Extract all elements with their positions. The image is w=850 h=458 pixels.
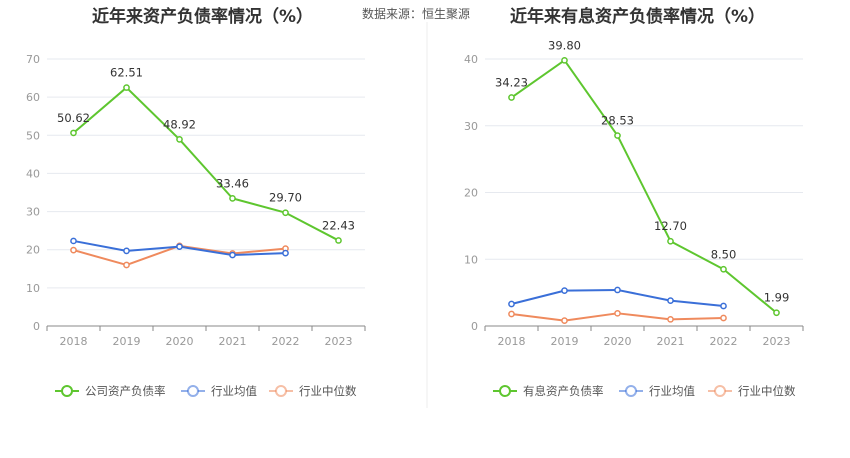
- left-y-tick-label: 30: [26, 206, 40, 219]
- right-data-point: [561, 317, 568, 325]
- right-data-point: [614, 132, 621, 139]
- right-series-line: [510, 59, 778, 314]
- left-x-tick-label: 2020: [166, 335, 194, 348]
- left-data-label: 22.43: [322, 218, 355, 232]
- left-data-point: [70, 246, 77, 254]
- right-data-label: 8.50: [711, 247, 737, 261]
- left-data-label: 33.46: [216, 176, 249, 190]
- left-x-tick-label: 2023: [325, 335, 353, 348]
- left-data-label: 48.92: [163, 117, 196, 131]
- right-legend-marker: [625, 385, 637, 397]
- right-chart: 0 10 20 30 40 2018 2019 2020 2021 2022 2023 34.23 39…: [464, 38, 804, 398]
- left-legend-marker: [61, 385, 73, 397]
- right-data-point: [508, 310, 515, 318]
- right-x-tick-label: 2018: [498, 335, 526, 348]
- right-data-point: [614, 309, 621, 317]
- right-data-point: [720, 314, 727, 322]
- left-chart: 0 10 20 30 40 50 60 70 2018 2019 2020 2021 2022 2023 5…: [26, 53, 366, 398]
- left-y-tick-label: 20: [26, 244, 40, 257]
- right-chart-title: 近年来有息资产负债率情况（%）: [510, 7, 766, 27]
- left-y-tick-label: 40: [26, 167, 40, 180]
- left-data-point: [123, 261, 130, 269]
- right-legend-item: 有息资产负债率: [493, 384, 604, 398]
- right-series-1: [508, 286, 727, 310]
- left-chart-title: 近年来资产负债率情况（%）: [92, 7, 314, 27]
- left-data-label: 62.51: [110, 66, 143, 80]
- right-data-point: [614, 286, 621, 294]
- right-legend-marker: [499, 385, 511, 397]
- right-data-point: [667, 297, 674, 304]
- right-data-point: [667, 315, 674, 323]
- right-data-point: [508, 94, 515, 101]
- right-legend-label: 行业均值: [649, 384, 695, 398]
- left-data-point: [123, 84, 130, 91]
- right-series-2: [508, 309, 727, 325]
- right-data-point: [720, 265, 727, 273]
- left-x-tick-label: 2019: [113, 335, 141, 348]
- right-x-tick-label: 2021: [657, 335, 685, 348]
- left-legend-label: 行业均值: [211, 384, 257, 398]
- right-legend-marker: [714, 385, 726, 397]
- right-y-tick-label: 20: [464, 187, 478, 200]
- left-y-tick-label: 70: [26, 53, 40, 66]
- left-legend-marker: [187, 385, 199, 397]
- right-legend-label: 行业中位数: [738, 384, 796, 398]
- right-data-label: 12.70: [654, 219, 687, 233]
- right-x-tick-label: 2020: [604, 335, 632, 348]
- left-data-label: 50.62: [57, 111, 90, 125]
- right-data-point: [561, 287, 568, 294]
- right-data-label: 1.99: [764, 291, 790, 305]
- right-data-point: [720, 302, 727, 310]
- right-x-tick-label: 2023: [763, 335, 791, 348]
- left-data-point: [229, 251, 236, 259]
- right-data-label: 39.80: [548, 38, 581, 52]
- left-legend-label: 行业中位数: [299, 384, 357, 398]
- left-y-tick-label: 10: [26, 282, 40, 295]
- right-data-point: [773, 309, 780, 317]
- left-data-label: 29.70: [269, 191, 302, 205]
- right-data-point: [667, 237, 674, 245]
- left-data-point: [229, 195, 236, 202]
- left-data-point: [282, 209, 289, 217]
- right-data-label: 28.53: [601, 114, 634, 128]
- data-source-label: 数据来源：恒生聚源: [362, 7, 471, 21]
- left-x-tick-label: 2022: [272, 335, 300, 348]
- right-data-point: [561, 56, 568, 64]
- left-data-point: [70, 129, 77, 137]
- left-legend-item: 公司资产负债率: [55, 384, 166, 398]
- left-series-line: [72, 86, 339, 242]
- right-y-tick-label: 30: [464, 120, 478, 133]
- right-legend-item: 行业中位数: [708, 384, 796, 398]
- left-legend-item: 行业均值: [181, 384, 257, 398]
- left-x-tick-label: 2021: [219, 335, 247, 348]
- left-legend-item: 行业中位数: [269, 384, 357, 398]
- right-series-0: 34.23 39.80 28.53 12.70 8.50 1.99: [495, 38, 790, 317]
- left-data-point: [176, 243, 183, 251]
- right-x-tick-label: 2019: [551, 335, 579, 348]
- left-data-point: [335, 237, 342, 244]
- left-x-tick-label: 2018: [60, 335, 88, 348]
- left-data-point: [70, 237, 77, 245]
- left-data-point: [282, 249, 289, 257]
- left-data-point: [123, 247, 130, 255]
- right-y-tick-label: 10: [464, 253, 478, 266]
- left-series-0: 50.62 62.51 48.92 33.46 29.70 22.43: [57, 66, 355, 244]
- left-y-tick-label: 50: [26, 129, 40, 142]
- right-data-point: [508, 300, 515, 308]
- right-x-tick-label: 2022: [710, 335, 738, 348]
- right-data-label: 34.23: [495, 76, 528, 90]
- left-y-tick-label: 0: [33, 320, 40, 333]
- right-y-tick-label: 0: [471, 320, 478, 333]
- right-y-tick-label: 40: [464, 53, 478, 66]
- left-series-1: [70, 237, 289, 259]
- left-legend-marker: [275, 385, 287, 397]
- right-legend-label: 有息资产负债率: [523, 384, 604, 398]
- right-legend-item: 行业均值: [619, 384, 695, 398]
- left-legend-label: 公司资产负债率: [85, 384, 166, 398]
- left-data-point: [176, 136, 183, 143]
- left-y-tick-label: 60: [26, 91, 40, 104]
